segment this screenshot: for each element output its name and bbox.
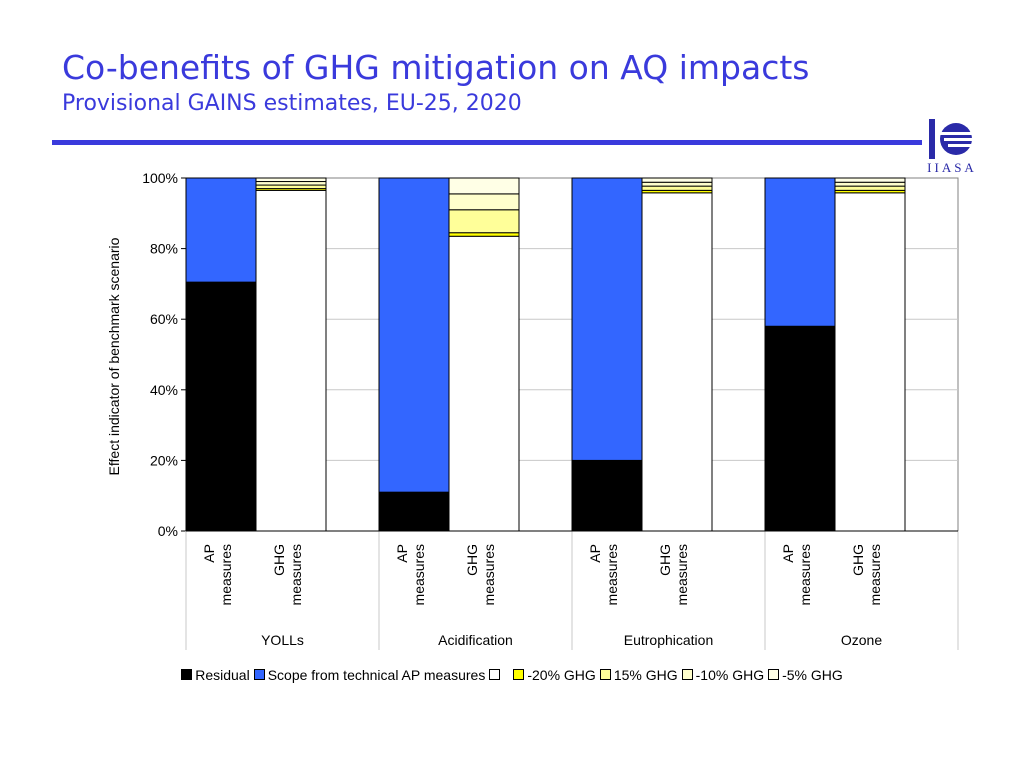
y-tick-label: 60% [150,311,178,327]
group-label: YOLLs [261,632,304,648]
bar-segment [448,193,520,211]
title-divider [52,140,922,145]
y-tick-label: 80% [150,241,178,257]
bar-segment [448,209,520,234]
legend-swatch [599,669,611,680]
legend-item: -20% GHG [513,667,596,683]
bar-segment [185,177,257,283]
bar-label: AP [394,544,410,563]
legend-swatch [181,669,193,680]
bar-segment [641,185,713,191]
bar-segment [571,459,643,532]
bar-label: measures [218,544,234,605]
bar-label: GHG [464,544,480,576]
bar-segment [764,325,836,532]
bar-segment [764,177,836,327]
legend-swatch [489,669,501,680]
bar-label: measures [674,544,690,605]
bar-label: GHG [657,544,673,576]
y-axis-label: Effect indicator of benchmark scenario [106,237,122,475]
bar-segment [255,181,327,186]
y-tick-label: 40% [150,382,178,398]
legend-label: -10% GHG [695,667,765,683]
bar-label: measures [604,544,620,605]
bar-segment [641,177,713,183]
bar-label: GHG [271,544,287,576]
bar-segment [641,181,713,187]
legend-item: -5% GHG [768,667,843,683]
bar-segment [448,235,520,532]
bar-segment [834,177,906,183]
bar-segment [448,177,520,195]
bar-label: AP [780,544,796,563]
bar-label: measures [481,544,497,605]
chart-legend: Residual Scope from technical AP measures… [0,667,1024,683]
slide-subtitle: Provisional GAINS estimates, EU-25, 2020 [62,91,522,116]
bar-segment [834,181,906,187]
bar-label: AP [201,544,217,563]
legend-label: -20% GHG [527,667,596,683]
bar-segment [185,281,257,532]
legend-swatch [768,669,780,680]
bar-label: GHG [850,544,866,576]
legend-item: -10% GHG [681,667,765,683]
legend-swatch [253,669,265,680]
group-label: Ozone [841,632,882,648]
group-label: Acidification [438,632,513,648]
bar-segment [834,192,906,532]
legend-label: -5% GHG [782,667,843,683]
bar-label: measures [867,544,883,605]
bar-label: AP [587,544,603,563]
stacked-bar-chart: 0% 20% 40% 60% 80% 100% Effect indicator of be… [106,170,959,650]
bar-segment [255,177,327,183]
bar-segment [255,184,327,190]
legend-item: Residual [181,667,250,683]
bar-segment [378,177,450,493]
bar-segment [571,177,643,461]
slide-title: Co-benefits of GHG mitigation on AQ impa… [62,48,810,87]
iiasa-logo-icon [929,119,972,159]
bar-segment [641,192,713,532]
bar-segment [448,232,520,237]
y-tick-label: 0% [158,523,178,539]
bar-segment [834,185,906,191]
bar-segment [255,189,327,532]
bar-segment [378,491,450,532]
bar-label: measures [411,544,427,605]
legend-swatch [681,669,693,680]
bar-label: measures [797,544,813,605]
group-label: Eutrophication [624,632,714,648]
legend-label: 15% GHG [613,667,678,683]
legend-item: Scope from technical AP measures [253,667,486,683]
iiasa-logo-text: IIASA [927,160,977,175]
legend-label: Residual [195,667,250,683]
bar-label: measures [288,544,304,605]
legend-label: Scope from technical AP measures [267,667,486,683]
y-tick-label: 20% [150,452,178,468]
legend-item [489,667,503,683]
legend-swatch [513,669,525,680]
legend-item: 15% GHG [599,667,678,683]
y-tick-label: 100% [142,170,178,186]
